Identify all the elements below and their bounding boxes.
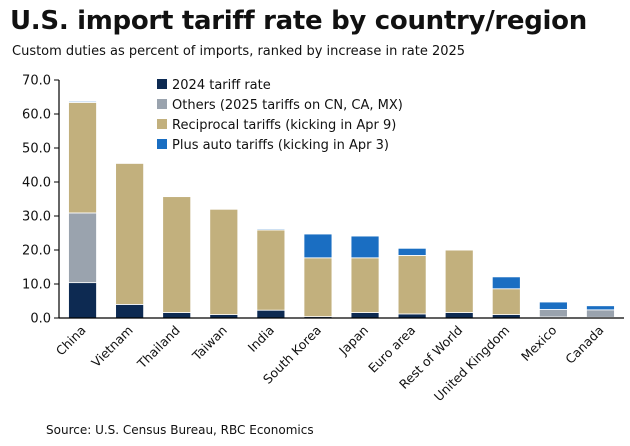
bar-segment — [444, 249, 474, 313]
x-category-label: India — [245, 323, 277, 355]
x-category-label: Mexico — [518, 323, 559, 364]
x-category-label: Thailand — [134, 323, 183, 372]
legend-swatch — [157, 99, 167, 109]
bar-segment — [303, 233, 333, 259]
bar-segment — [68, 102, 97, 214]
bar-segment — [209, 208, 239, 210]
bar-segment — [68, 212, 97, 284]
bar-segment — [209, 208, 239, 315]
bar-segment — [256, 228, 286, 231]
bar-segment — [350, 257, 380, 313]
x-category-label: China — [53, 323, 89, 359]
bar-segment — [68, 282, 97, 319]
bar-segment — [162, 195, 192, 198]
legend-label: Others (2025 tariffs on CN, CA, MX) — [172, 98, 403, 113]
y-tick-label: 50.0 — [22, 142, 51, 157]
source-note: Source: U.S. Census Bureau, RBC Economic… — [46, 423, 314, 437]
chart-title: U.S. import tariff rate by country/regio… — [10, 6, 587, 36]
legend-label: 2024 tariff rate — [172, 78, 271, 93]
legend-label: Reciprocal tariffs (kicking in Apr 9) — [172, 118, 396, 133]
bar-segment — [115, 303, 145, 319]
y-tick-label: 70.0 — [22, 74, 51, 89]
bar-segment — [256, 309, 286, 319]
bar-segment — [491, 276, 521, 290]
legend-swatch — [157, 139, 167, 149]
bar-segment — [586, 309, 615, 318]
bar-segment — [162, 196, 192, 313]
y-tick-label: 20.0 — [22, 244, 51, 259]
bar-segment — [397, 247, 427, 256]
chart-subtitle: Custom duties as percent of imports, ran… — [12, 44, 466, 59]
bar-segment — [350, 312, 380, 319]
bar-segment — [303, 257, 333, 318]
y-tick-label: 60.0 — [22, 108, 51, 123]
y-tick-label: 30.0 — [22, 210, 51, 225]
y-tick-label: 0.0 — [30, 312, 51, 327]
x-category-label: Canada — [562, 323, 606, 367]
bar-segment — [538, 301, 568, 310]
bar-segment — [397, 255, 427, 315]
bar-segment — [256, 229, 286, 311]
x-category-label: Vietnam — [88, 323, 135, 370]
y-tick-label: 10.0 — [22, 278, 51, 293]
y-tick-label: 40.0 — [22, 176, 51, 191]
bar-segment — [538, 309, 568, 318]
bar-segment — [350, 235, 380, 259]
bar-segment — [444, 312, 474, 319]
legend-swatch — [157, 119, 167, 129]
legend-swatch — [157, 79, 167, 89]
bar-segment — [397, 313, 427, 319]
bar-segment — [68, 101, 97, 103]
bar-segment — [444, 248, 474, 251]
legend-label: Plus auto tariffs (kicking in Apr 3) — [172, 138, 389, 153]
x-category-label: Japan — [335, 323, 371, 359]
bar-segment — [586, 305, 615, 311]
x-category-label: Taiwan — [189, 323, 230, 364]
bar-segment — [491, 288, 521, 316]
bar-segment — [162, 312, 192, 319]
bar-segment — [115, 162, 145, 305]
bar-segment — [115, 162, 145, 164]
